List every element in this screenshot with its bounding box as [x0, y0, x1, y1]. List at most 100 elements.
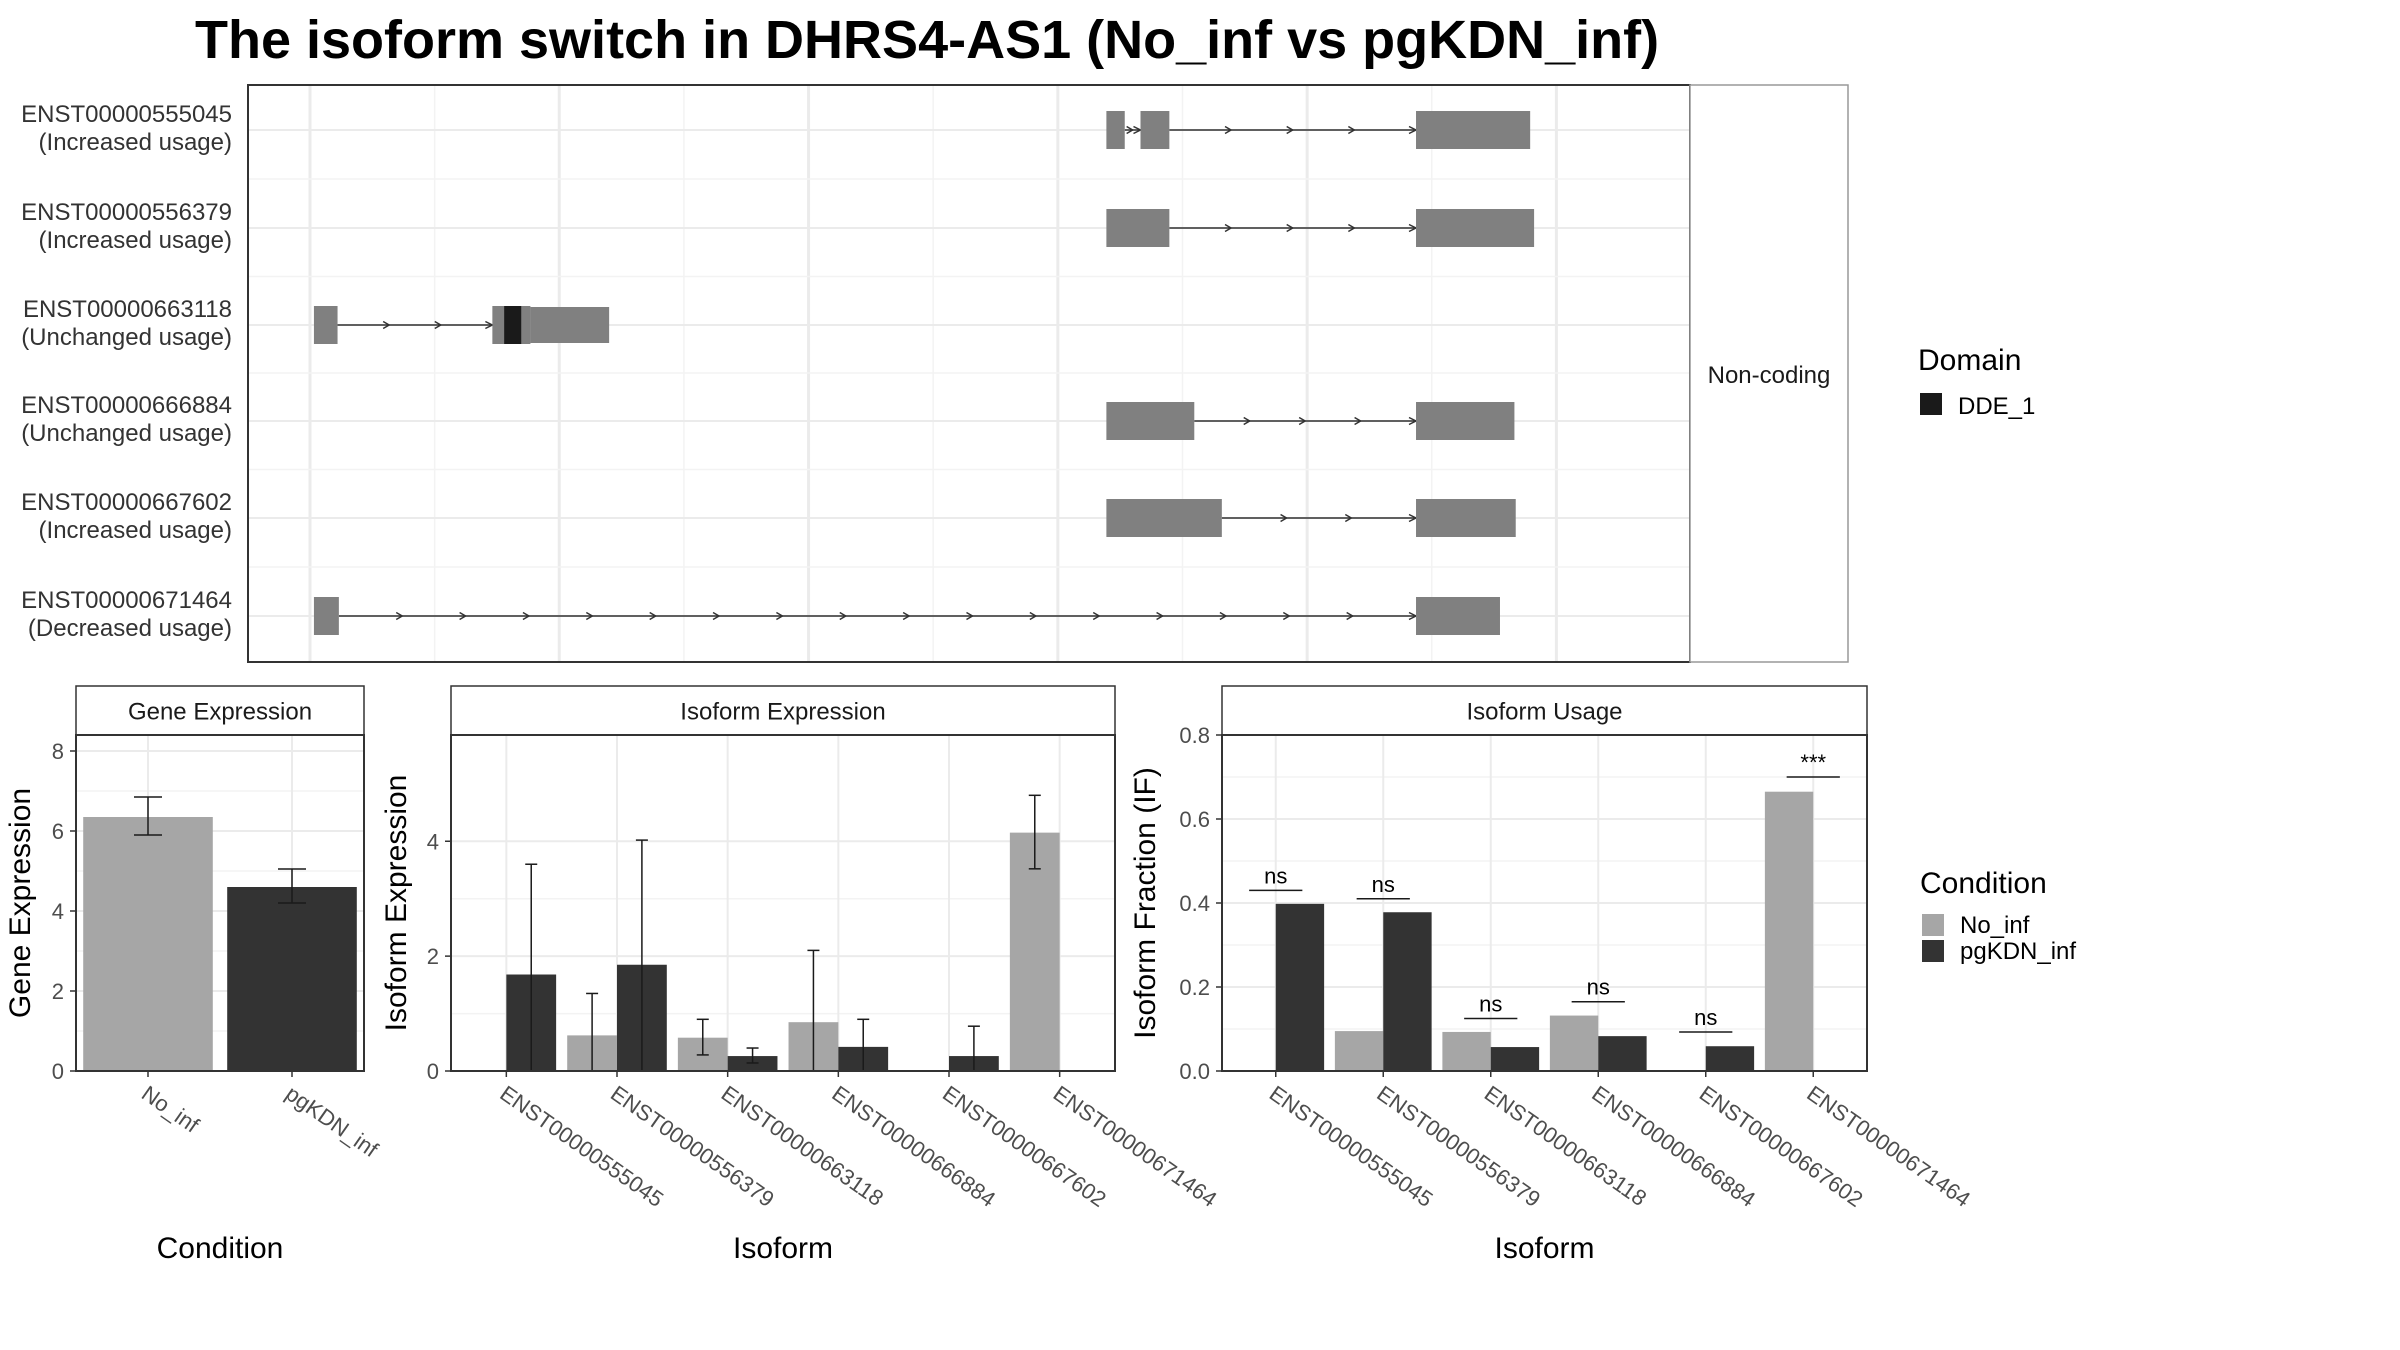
condition-legend-label: pgKDN_inf [1960, 938, 2076, 965]
facet-strip [1689, 84, 1849, 663]
significance-label: ns [1372, 872, 1395, 897]
intron-arrow [1219, 611, 1228, 621]
bar [1334, 1031, 1384, 1071]
bar [83, 817, 213, 1071]
transcript-usage-label: (Unchanged usage) [21, 324, 232, 351]
intron-arrow [395, 611, 404, 621]
transcript-row [1106, 111, 1531, 149]
chart-strip [450, 685, 1116, 736]
intron-arrow [1286, 223, 1295, 233]
intron-arrow [1282, 611, 1291, 621]
x-axis-title: Isoform [1494, 1232, 1594, 1265]
domain-legend-key [1920, 393, 1942, 415]
condition-legend-key [1922, 914, 1944, 936]
transcript-row [1106, 209, 1535, 247]
exon-block [1416, 209, 1535, 247]
significance-label: ns [1694, 1005, 1717, 1030]
intron-arrow [1347, 223, 1356, 233]
bar [1490, 1047, 1540, 1071]
y-tick-label: 0.6 [1179, 807, 1210, 832]
intron-arrow [434, 320, 443, 330]
bar [1549, 1015, 1599, 1071]
intron-arrow [1126, 125, 1135, 135]
transcript-usage-label: (Increased usage) [39, 517, 232, 544]
intron-arrow [1347, 125, 1356, 135]
y-tick-label: 0 [427, 1059, 439, 1084]
intron-arrow [1354, 416, 1363, 426]
condition-legend-title: Condition [1920, 867, 2047, 900]
bar [1275, 903, 1325, 1071]
condition-legend-label: No_inf [1960, 912, 2030, 939]
bar [1598, 1036, 1647, 1071]
transcript-id-label: ENST00000555045 [21, 101, 232, 128]
y-tick-label: 2 [52, 979, 64, 1004]
bar [1383, 912, 1432, 1071]
intron-arrow [966, 611, 974, 621]
intron-arrow [1298, 416, 1307, 426]
exon-block [1106, 402, 1195, 440]
intron-arrow [585, 611, 594, 621]
y-tick-label: 0.4 [1179, 891, 1210, 916]
exon-block [1106, 111, 1125, 149]
significance-label: ns [1587, 975, 1610, 1000]
bar [227, 887, 357, 1071]
intron-arrow [649, 611, 658, 621]
transcript-usage-label: (Increased usage) [39, 129, 232, 156]
intron-arrow [459, 611, 468, 621]
y-tick-label: 0.2 [1179, 975, 1210, 1000]
chart-panel-border [1221, 734, 1868, 1072]
exon-block [1416, 402, 1515, 440]
transcript-row [1106, 499, 1516, 537]
significance-label: *** [1800, 750, 1826, 775]
bar [1764, 791, 1814, 1071]
transcript-row [313, 597, 1500, 635]
x-axis-title: Isoform [733, 1232, 833, 1265]
intron-arrow [1243, 416, 1252, 426]
exon-block [313, 306, 338, 344]
y-tick-label: 4 [52, 899, 64, 924]
intron-arrow [382, 320, 391, 330]
exon-block [1416, 597, 1500, 635]
intron-arrow [1280, 513, 1289, 523]
chart-strip-title: Isoform Usage [1466, 699, 1622, 726]
y-tick-label: 8 [52, 739, 64, 764]
y-axis-title: Isoform Fraction (IF) [1129, 767, 1162, 1039]
chart-strip [75, 685, 365, 736]
intron-arrow [1224, 125, 1233, 135]
condition-legend-key [1922, 940, 1944, 962]
exon-block [1140, 111, 1170, 149]
bar [1705, 1046, 1755, 1071]
significance-label: ns [1264, 863, 1287, 888]
transcript-usage-label: (Increased usage) [39, 227, 232, 254]
transcript-row [313, 306, 610, 344]
y-tick-label: 2 [427, 944, 439, 969]
intron-arrow [1344, 513, 1353, 523]
y-axis-title: Isoform Expression [380, 775, 413, 1032]
intron-arrow [1346, 611, 1355, 621]
y-axis-title: Gene Expression [4, 788, 37, 1018]
domain-legend-label: DDE_1 [1958, 393, 2035, 420]
chart-strip-title: Isoform Expression [680, 699, 885, 726]
intron-arrow [1286, 125, 1295, 135]
transcript-id-label: ENST00000663118 [23, 296, 232, 323]
intron-arrow [712, 611, 721, 621]
chart-strip-title: Gene Expression [128, 699, 312, 726]
intron-arrow [1224, 223, 1233, 233]
exon-block [530, 307, 610, 343]
chart-panel-border [450, 734, 1116, 1072]
exon-block [1416, 499, 1516, 537]
transcript-structure-panel: ENST00000555045(Increased usage)ENST0000… [21, 84, 1849, 663]
domain-block [504, 306, 522, 344]
transcript-id-label: ENST00000667602 [21, 489, 232, 516]
intron-arrow [522, 611, 531, 621]
transcript-row [1106, 402, 1515, 440]
bar [1442, 1031, 1491, 1071]
exon-block [1106, 209, 1170, 247]
intron-arrow [1029, 611, 1038, 621]
domain-legend-title: Domain [1918, 344, 2021, 377]
y-tick-label: 0.0 [1179, 1059, 1210, 1084]
intron-arrow [902, 611, 911, 621]
figure-title: The isoform switch in DHRS4-AS1 (No_inf … [195, 10, 1659, 70]
